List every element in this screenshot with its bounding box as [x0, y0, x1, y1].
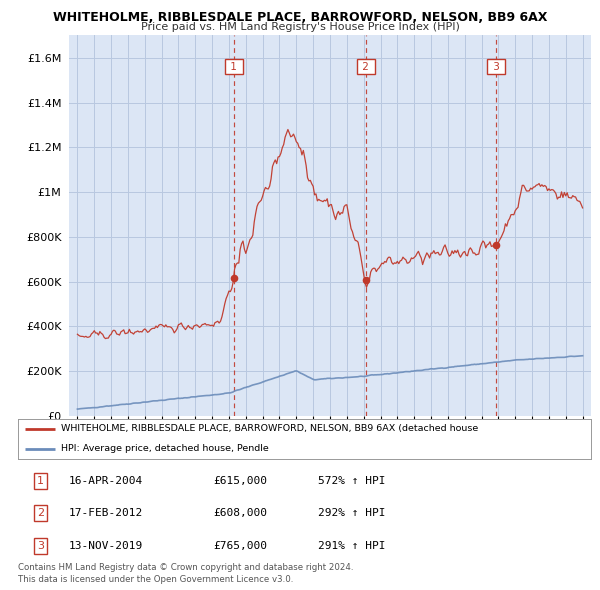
Text: HPI: Average price, detached house, Pendle: HPI: Average price, detached house, Pend…	[61, 444, 269, 454]
Text: £615,000: £615,000	[213, 476, 267, 486]
Text: 1: 1	[227, 62, 241, 72]
Text: 2: 2	[37, 509, 44, 518]
Text: 2: 2	[359, 62, 372, 72]
Text: 292% ↑ HPI: 292% ↑ HPI	[318, 509, 386, 518]
Text: This data is licensed under the Open Government Licence v3.0.: This data is licensed under the Open Gov…	[18, 575, 293, 584]
Text: WHITEHOLME, RIBBLESDALE PLACE, BARROWFORD, NELSON, BB9 6AX (detached house: WHITEHOLME, RIBBLESDALE PLACE, BARROWFOR…	[61, 424, 478, 434]
Text: 572% ↑ HPI: 572% ↑ HPI	[318, 476, 386, 486]
Text: 3: 3	[37, 541, 44, 550]
Text: 3: 3	[490, 62, 503, 72]
Text: 291% ↑ HPI: 291% ↑ HPI	[318, 541, 386, 550]
Text: 1: 1	[37, 476, 44, 486]
Text: 17-FEB-2012: 17-FEB-2012	[69, 509, 143, 518]
Text: 16-APR-2004: 16-APR-2004	[69, 476, 143, 486]
Text: £608,000: £608,000	[213, 509, 267, 518]
Text: 13-NOV-2019: 13-NOV-2019	[69, 541, 143, 550]
Text: £765,000: £765,000	[213, 541, 267, 550]
Text: Contains HM Land Registry data © Crown copyright and database right 2024.: Contains HM Land Registry data © Crown c…	[18, 563, 353, 572]
Text: WHITEHOLME, RIBBLESDALE PLACE, BARROWFORD, NELSON, BB9 6AX: WHITEHOLME, RIBBLESDALE PLACE, BARROWFOR…	[53, 11, 547, 24]
Text: Price paid vs. HM Land Registry's House Price Index (HPI): Price paid vs. HM Land Registry's House …	[140, 22, 460, 32]
